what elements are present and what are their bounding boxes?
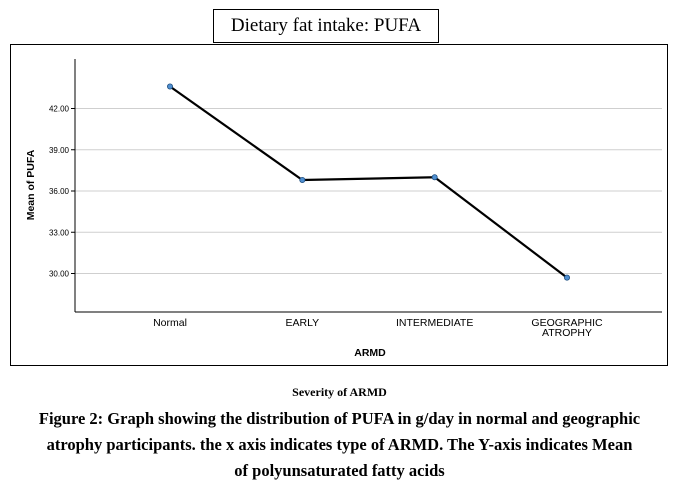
chart-title: Dietary fat intake: PUFA: [213, 9, 439, 43]
caption-line-3: of polyunsaturated fatty acids: [234, 461, 445, 480]
y-axis-label: Mean of PUFA: [25, 149, 37, 220]
caption-line-1: Figure 2: Graph showing the distribution…: [38, 409, 641, 428]
data-point: [431, 174, 438, 181]
y-tick-label: 30.00: [49, 270, 70, 279]
data-point: [166, 83, 173, 90]
x-tick-label: INTERMEDIATE: [396, 317, 473, 329]
y-tick-label: 36.00: [49, 187, 70, 196]
y-tick-label: 42.00: [49, 105, 70, 114]
figure-caption: Figure 2: Graph showing the distribution…: [0, 406, 679, 484]
y-tick-label: 39.00: [49, 146, 70, 155]
series-line: [169, 85, 568, 279]
y-tick-label: 33.00: [49, 228, 70, 237]
data-point: [564, 274, 571, 281]
x-tick-label: Normal: [153, 317, 187, 329]
x-tick-label: GEOGRAPHIC ATROPHY: [531, 317, 603, 339]
data-point: [299, 176, 306, 183]
x-axis-label: ARMD: [354, 347, 386, 359]
severity-label: Severity of ARMD: [292, 385, 387, 399]
caption-line-2: atrophy participants. the x axis indicat…: [46, 435, 633, 454]
line-chart: 30.00 33.00 36.00 39.00 42.00 Normal EARLY INTE…: [25, 59, 662, 359]
x-tick-label: EARLY: [286, 317, 320, 329]
